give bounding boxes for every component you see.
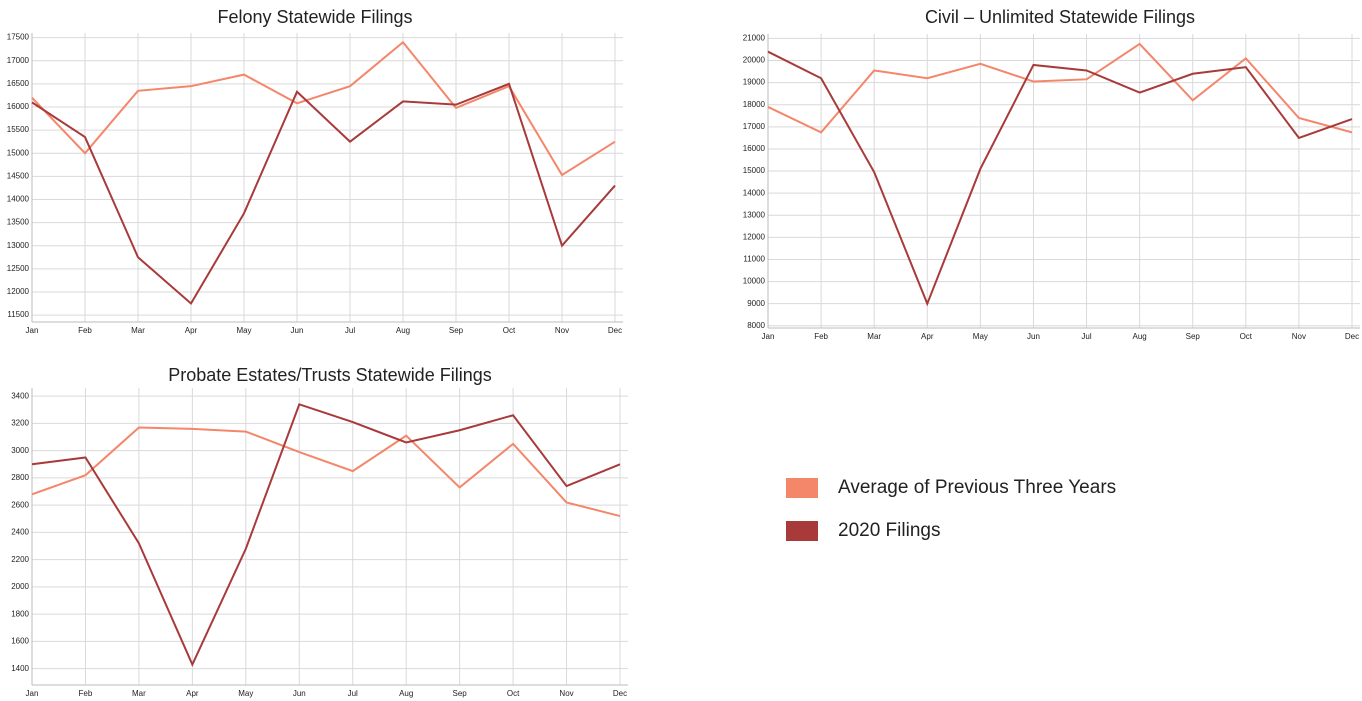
x-tick-label: Dec — [613, 689, 627, 698]
y-tick-label: 3400 — [11, 391, 29, 400]
y-tick-label: 9000 — [747, 299, 765, 308]
y-tick-label: 13500 — [7, 218, 30, 227]
x-tick-label: Aug — [399, 689, 413, 698]
series-line — [767, 50, 1353, 307]
x-tick-label: Jan — [26, 326, 39, 335]
x-tick-label: Dec — [1345, 332, 1359, 341]
x-tick-label: Nov — [1292, 332, 1306, 341]
y-tick-label: 10000 — [743, 277, 766, 286]
chart-title: Civil – Unlimited Statewide Filings — [925, 7, 1195, 27]
legend-label: 2020 Filings — [838, 520, 940, 541]
series-line — [31, 403, 621, 667]
x-tick-label: Nov — [555, 326, 569, 335]
y-tick-label: 2800 — [11, 473, 29, 482]
x-tick-label: Oct — [507, 689, 520, 698]
y-tick-label: 19000 — [743, 78, 766, 87]
y-tick-label: 17500 — [7, 33, 30, 42]
y-tick-label: 3000 — [11, 446, 29, 455]
x-tick-label: Nov — [559, 689, 573, 698]
legend-label: Average of Previous Three Years — [838, 477, 1116, 498]
y-tick-label: 16500 — [7, 79, 30, 88]
x-tick-label: Sep — [1186, 332, 1201, 341]
x-tick-label: Apr — [921, 332, 934, 341]
series-line — [31, 426, 621, 518]
chart-title: Probate Estates/Trusts Statewide Filings — [168, 365, 491, 385]
x-tick-label: Sep — [449, 326, 464, 335]
x-tick-label: Jun — [293, 689, 306, 698]
y-tick-label: 2600 — [11, 500, 29, 509]
series-line — [31, 40, 616, 177]
x-tick-label: Jul — [348, 689, 358, 698]
y-tick-label: 14000 — [743, 188, 766, 197]
y-tick-label: 12500 — [7, 264, 30, 273]
y-tick-label: 17000 — [743, 122, 766, 131]
y-tick-label: 14500 — [7, 171, 30, 180]
x-tick-label: Jun — [291, 326, 304, 335]
y-tick-label: 16000 — [7, 102, 30, 111]
y-tick-label: 20000 — [743, 56, 766, 65]
legend-swatch — [786, 521, 818, 541]
x-tick-label: Aug — [396, 326, 410, 335]
x-tick-label: May — [238, 689, 253, 698]
series-line — [31, 82, 616, 306]
x-tick-label: Jan — [762, 332, 775, 341]
y-tick-label: 21000 — [743, 34, 766, 43]
x-tick-label: Feb — [78, 326, 92, 335]
y-tick-label: 3200 — [11, 419, 29, 428]
x-tick-label: Oct — [503, 326, 516, 335]
y-tick-label: 15000 — [7, 148, 30, 157]
y-tick-label: 18000 — [743, 100, 766, 109]
y-tick-label: 12000 — [7, 287, 30, 296]
y-tick-label: 15500 — [7, 125, 30, 134]
y-tick-label: 13000 — [743, 210, 766, 219]
y-tick-label: 13000 — [7, 241, 30, 250]
x-tick-label: Sep — [453, 689, 468, 698]
y-tick-label: 17000 — [7, 56, 30, 65]
y-tick-label: 16000 — [743, 144, 766, 153]
y-tick-label: 8000 — [747, 321, 765, 330]
x-tick-label: Feb — [79, 689, 93, 698]
y-tick-label: 12000 — [743, 232, 766, 241]
y-tick-label: 1600 — [11, 637, 29, 646]
y-tick-label: 2200 — [11, 555, 29, 564]
x-tick-label: Aug — [1133, 332, 1147, 341]
x-tick-label: Dec — [608, 326, 622, 335]
series-line — [767, 42, 1353, 134]
x-tick-label: Jan — [26, 689, 39, 698]
chart-title: Felony Statewide Filings — [217, 7, 412, 27]
y-tick-label: 11000 — [743, 255, 765, 264]
y-tick-label: 1400 — [11, 664, 29, 673]
x-tick-label: Jul — [1081, 332, 1091, 341]
x-tick-label: Apr — [185, 326, 198, 335]
x-tick-label: Mar — [132, 689, 146, 698]
y-tick-label: 1800 — [11, 609, 29, 618]
x-tick-label: Mar — [131, 326, 145, 335]
x-tick-label: May — [236, 326, 251, 335]
x-tick-label: Feb — [814, 332, 828, 341]
y-tick-label: 11500 — [7, 310, 29, 319]
x-tick-label: Apr — [186, 689, 199, 698]
y-tick-label: 14000 — [7, 195, 30, 204]
x-tick-label: Oct — [1240, 332, 1253, 341]
x-tick-label: Mar — [867, 332, 881, 341]
legend-swatch — [786, 478, 818, 498]
x-tick-label: Jul — [345, 326, 355, 335]
y-tick-label: 2400 — [11, 528, 29, 537]
x-tick-label: May — [973, 332, 988, 341]
y-tick-label: 2000 — [11, 582, 29, 591]
y-tick-label: 15000 — [743, 166, 766, 175]
x-tick-label: Jun — [1027, 332, 1040, 341]
